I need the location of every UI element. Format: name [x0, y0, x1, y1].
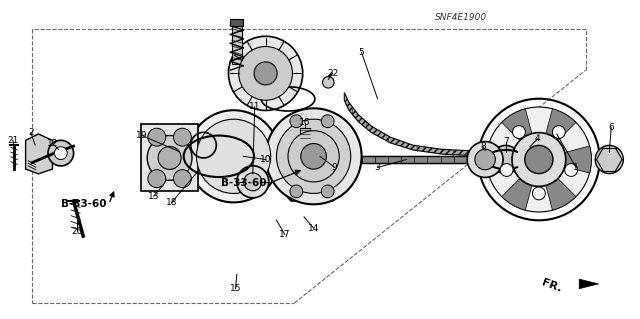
Circle shape: [500, 164, 513, 176]
Text: B-33-60: B-33-60: [221, 178, 266, 189]
Text: B-33-60: B-33-60: [61, 199, 106, 209]
Text: 13: 13: [148, 192, 159, 201]
Circle shape: [54, 147, 67, 160]
Polygon shape: [344, 93, 513, 156]
Text: FR.: FR.: [540, 277, 563, 294]
Text: 4: 4: [535, 134, 540, 143]
Text: 16: 16: [299, 118, 310, 127]
FancyBboxPatch shape: [230, 19, 243, 26]
Circle shape: [532, 187, 545, 200]
Circle shape: [244, 173, 262, 191]
Wedge shape: [539, 146, 591, 173]
Circle shape: [188, 110, 280, 202]
Text: 17: 17: [279, 230, 291, 239]
Text: 6: 6: [609, 123, 614, 132]
Circle shape: [48, 140, 74, 166]
Text: 1: 1: [573, 163, 579, 172]
Text: 11: 11: [249, 102, 260, 111]
Circle shape: [564, 164, 577, 176]
Text: 21: 21: [7, 136, 19, 145]
Circle shape: [228, 36, 303, 110]
Circle shape: [475, 149, 495, 170]
Circle shape: [595, 145, 623, 174]
Circle shape: [276, 119, 351, 193]
Circle shape: [266, 108, 362, 204]
Circle shape: [525, 145, 553, 174]
Circle shape: [321, 115, 334, 128]
Text: 10: 10: [260, 155, 271, 164]
Circle shape: [288, 131, 339, 182]
FancyBboxPatch shape: [141, 124, 198, 191]
Text: 15: 15: [230, 284, 241, 293]
Circle shape: [301, 144, 326, 169]
Text: 7: 7: [503, 137, 508, 146]
Circle shape: [513, 126, 525, 138]
Circle shape: [290, 115, 303, 128]
Text: SNF4E1900: SNF4E1900: [435, 13, 487, 22]
Polygon shape: [579, 279, 598, 289]
Circle shape: [158, 146, 181, 169]
Circle shape: [467, 142, 503, 177]
Circle shape: [492, 145, 520, 174]
Text: 12: 12: [47, 139, 58, 148]
Circle shape: [173, 128, 191, 146]
Wedge shape: [486, 146, 539, 173]
Text: 3: 3: [375, 163, 380, 172]
Polygon shape: [288, 115, 336, 201]
Wedge shape: [539, 160, 576, 210]
Circle shape: [148, 170, 166, 188]
Polygon shape: [26, 134, 52, 174]
Text: 5: 5: [359, 48, 364, 57]
Text: 14: 14: [308, 224, 319, 233]
Circle shape: [254, 62, 277, 85]
Wedge shape: [539, 109, 576, 160]
Circle shape: [321, 185, 334, 198]
Text: 2: 2: [28, 128, 33, 137]
Text: 18: 18: [166, 198, 177, 207]
Circle shape: [147, 136, 192, 180]
Wedge shape: [502, 109, 539, 160]
FancyBboxPatch shape: [232, 26, 242, 64]
Text: 22: 22: [327, 69, 339, 78]
FancyBboxPatch shape: [300, 128, 310, 140]
Circle shape: [323, 77, 334, 88]
Circle shape: [173, 170, 191, 188]
Circle shape: [486, 107, 591, 212]
Text: 8: 8: [481, 142, 486, 151]
Circle shape: [290, 185, 303, 198]
Circle shape: [148, 128, 166, 146]
Circle shape: [196, 119, 271, 193]
Wedge shape: [502, 160, 539, 210]
Circle shape: [239, 47, 292, 100]
Text: 9: 9: [332, 163, 337, 172]
Circle shape: [512, 133, 566, 186]
Text: 20: 20: [71, 227, 83, 236]
Text: 19: 19: [136, 131, 148, 140]
Circle shape: [237, 166, 269, 198]
Circle shape: [552, 126, 565, 138]
